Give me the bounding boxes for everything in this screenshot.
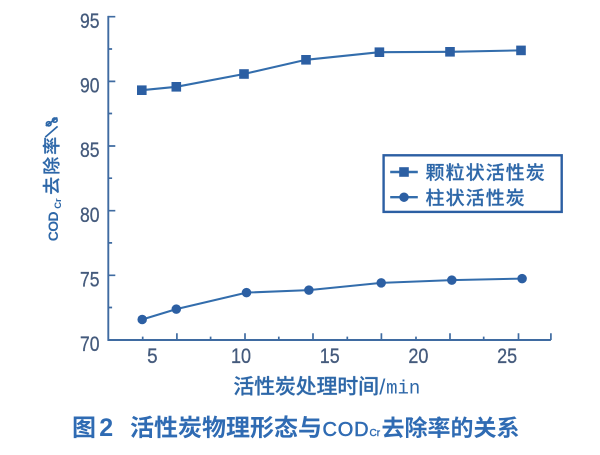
svg-text:25: 25 [497, 345, 517, 368]
svg-text:5: 5 [147, 345, 158, 368]
svg-text:15: 15 [320, 345, 340, 368]
svg-text:70: 70 [80, 333, 100, 356]
svg-text:min: min [386, 378, 420, 400]
svg-text:75: 75 [80, 269, 100, 292]
svg-text:90: 90 [80, 75, 100, 98]
svg-text:80: 80 [80, 204, 100, 227]
svg-text:2: 2 [99, 414, 113, 442]
svg-text:95: 95 [80, 10, 100, 33]
svg-text:/: / [379, 375, 386, 400]
svg-text:Cr: Cr [53, 198, 64, 209]
svg-text:COD: COD [45, 211, 61, 241]
svg-text:85: 85 [80, 139, 100, 162]
svg-text:20: 20 [408, 345, 428, 368]
svg-text:COD: COD [323, 419, 370, 441]
svg-text:Cr: Cr [370, 428, 381, 439]
svg-text:10: 10 [231, 345, 251, 368]
